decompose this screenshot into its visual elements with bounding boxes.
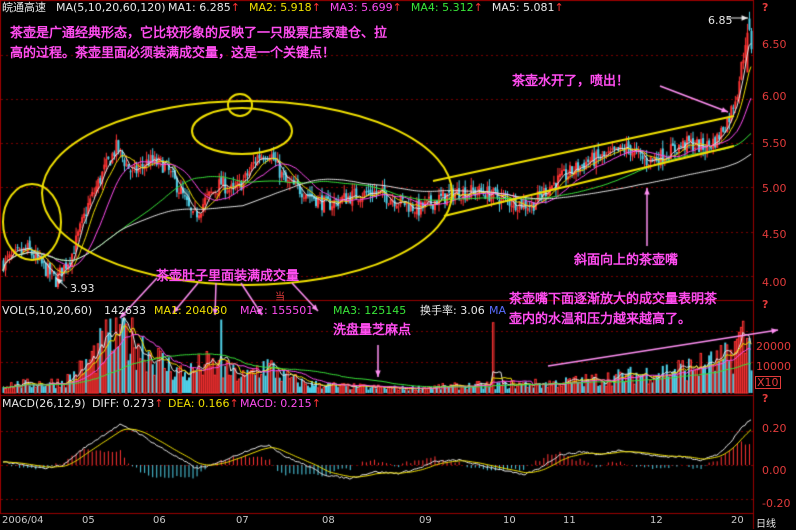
annotation-small-mark: 当 — [275, 292, 285, 303]
price-tick: 5.00 — [762, 182, 787, 195]
low-price-label: 3.93 — [70, 282, 95, 295]
annotation-spout: 斜面向上的茶壶嘴 — [574, 253, 679, 268]
vol-ma4-prefix: MA — [489, 304, 507, 317]
annotation-intro-line2: 高的过程。茶壶里面必须装满成交量，这是一个关键点！ — [10, 46, 336, 61]
ma4-readout: MA4: 5.312↑ — [410, 1, 483, 14]
macd-marker: ? — [762, 392, 769, 405]
volume-tick: 20000 — [756, 340, 791, 353]
high-price-label: 6.85 — [708, 14, 733, 27]
macd-indicator-label: MACD(26,12,9) — [2, 397, 86, 410]
period-label: 日线 — [756, 519, 776, 530]
ma1-readout: MA1: 6.285↑ — [168, 1, 240, 14]
macd-tick: 0.20 — [762, 422, 787, 435]
x-tick-label: 11 — [563, 515, 576, 526]
price-tick: 6.00 — [762, 90, 787, 103]
x-tick-label: 2006/04 — [2, 515, 44, 526]
volume-unit: X10 — [755, 376, 781, 389]
vol-value: 142633 — [104, 304, 146, 317]
ma-values: MA1: 6.285↑ MA2: 5.918↑ MA3: 5.699↑ MA4:… — [168, 1, 564, 14]
vol-ma3-readout: MA3: 125145 — [333, 304, 407, 317]
macd-tick: -0.20 — [762, 497, 791, 510]
macd-tick: 0.00 — [762, 464, 787, 477]
price-tick: 4.00 — [762, 276, 787, 289]
x-tick-label: 08 — [322, 515, 335, 526]
x-tick-label: 07 — [236, 515, 249, 526]
vol-indicator-label: VOL(5,10,20,60) — [2, 304, 93, 317]
annotation-washout: 洗盘量芝麻点 — [333, 323, 412, 338]
vol-ma2-readout: MA2: 155501 — [240, 304, 314, 317]
volume-tick: 10000 — [756, 360, 791, 373]
annotation-intro-line1: 茶壶是广通经典形态，它比较形象的反映了一只股票庄家建仓、拉 — [10, 26, 388, 41]
ma-indicator-label: MA(5,10,20,60,120) — [56, 1, 166, 14]
price-tick: 4.50 — [762, 228, 787, 241]
ma3-readout: MA3: 5.699↑ — [329, 1, 402, 14]
turnover-readout: 换手率: 3.06 — [420, 304, 485, 317]
diff-readout: DIFF: 0.273↑ — [92, 397, 164, 410]
x-tick-label: 20 — [731, 515, 744, 526]
price-tick: 6.50 — [762, 38, 787, 51]
vol-ma1-readout: MA1: 204030 — [154, 304, 228, 317]
price-marker: ? — [762, 1, 769, 14]
price-tick: 5.50 — [762, 137, 787, 150]
x-tick-label: 10 — [503, 515, 516, 526]
x-tick-label: 05 — [82, 515, 95, 526]
annotation-spout-volume-line2: 壶内的水温和压力越来越高了。 — [509, 312, 692, 327]
volume-marker: ? — [762, 298, 769, 311]
x-tick-label: 06 — [153, 515, 166, 526]
ma5-readout: MA5: 5.081↑ — [491, 1, 564, 14]
macd-readout: MACD: 0.215↑ — [240, 397, 321, 410]
dea-readout: DEA: 0.166↑ — [168, 397, 239, 410]
annotation-belly: 茶壶肚子里面装满成交量 — [156, 269, 300, 284]
annotation-spout-volume-line1: 茶壶嘴下面逐渐放大的成交量表明茶 — [509, 292, 718, 307]
ma2-readout: MA2: 5.918↑ — [248, 1, 321, 14]
stock-name: 皖通高速 — [2, 1, 46, 14]
x-tick-label: 09 — [419, 515, 432, 526]
annotation-water-boiled: 茶壶水开了，喷出！ — [512, 74, 630, 89]
x-tick-label: 12 — [650, 515, 663, 526]
